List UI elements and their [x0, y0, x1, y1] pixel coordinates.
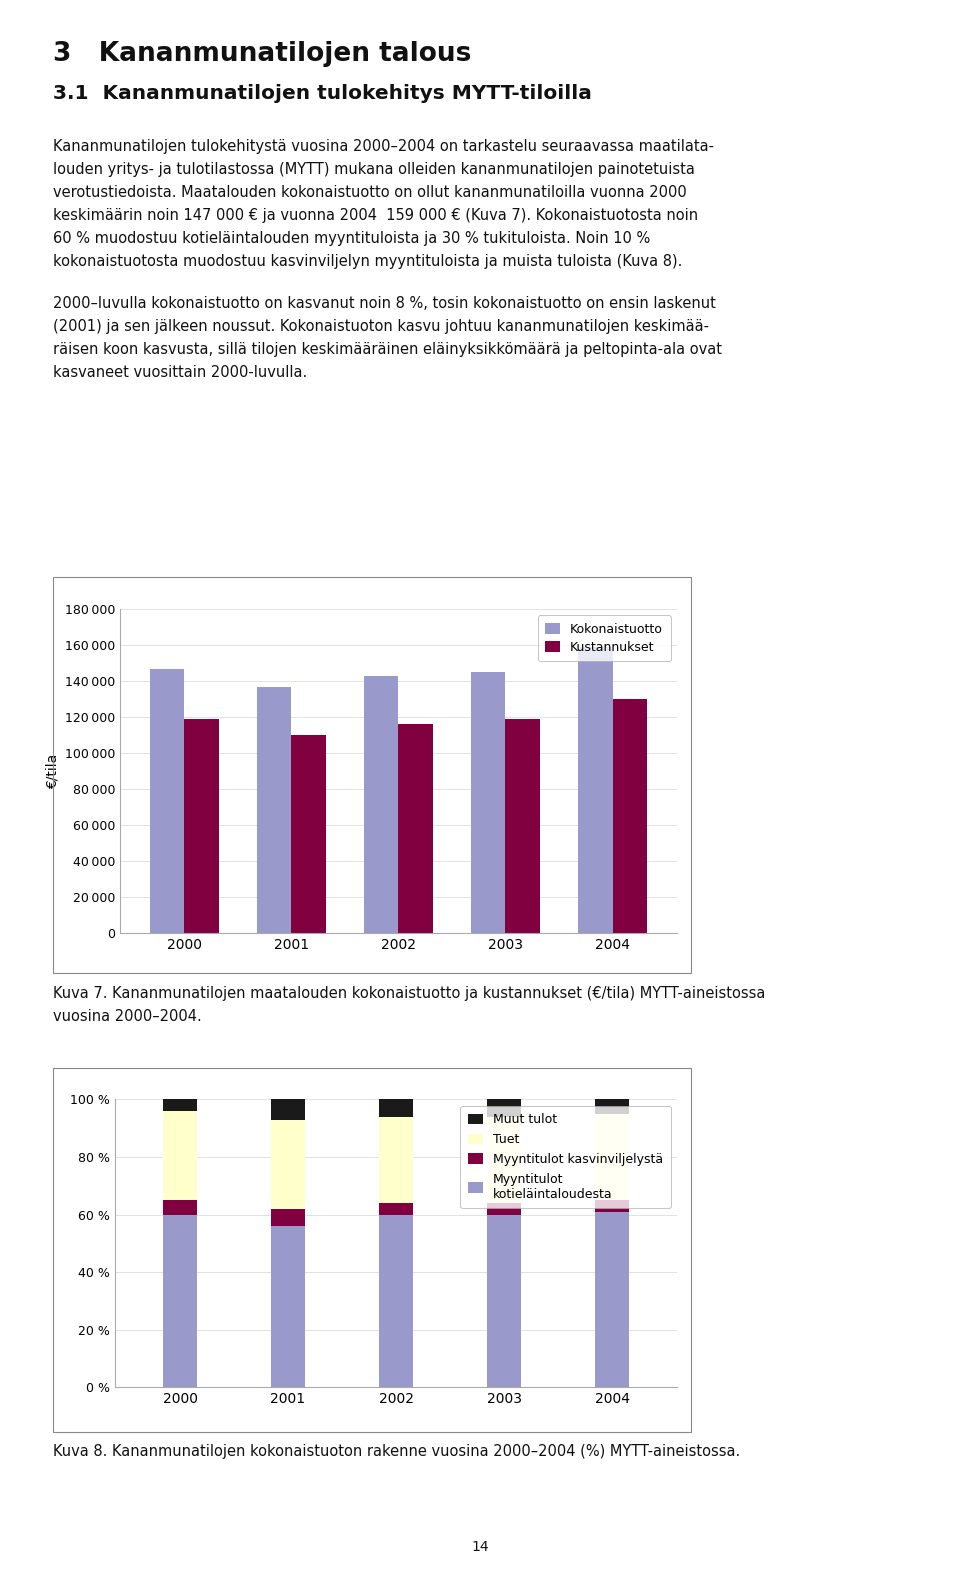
Bar [506, 718, 540, 933]
Text: louden yritys- ja tulotilastossa (MYTT) mukana olleiden kananmunatilojen painote: louden yritys- ja tulotilastossa (MYTT) … [53, 161, 695, 177]
Bar [162, 1111, 198, 1201]
Legend: Muut tulot, Tuet, Myyntitulot kasvinviljelystä, Myyntitulot
kotieläintaloudesta: Muut tulot, Tuet, Myyntitulot kasvinvilj… [461, 1106, 670, 1209]
Bar [378, 1215, 414, 1387]
Bar [184, 718, 219, 933]
Text: räisen koon kasvusta, sillä tilojen keskimääräinen eläinyksikkömäärä ja peltopin: räisen koon kasvusta, sillä tilojen kesk… [53, 342, 722, 356]
Bar [271, 1226, 305, 1387]
Bar [291, 736, 325, 933]
Bar [595, 1114, 630, 1201]
Bar [487, 1099, 521, 1117]
Text: Kuva 7. Kananmunatilojen maatalouden kokonaistuotto ja kustannukset (€/tila) MYT: Kuva 7. Kananmunatilojen maatalouden kok… [53, 986, 765, 1000]
Bar [162, 1099, 198, 1111]
Bar [378, 1099, 414, 1117]
Bar [150, 669, 184, 933]
Bar [487, 1204, 521, 1215]
Bar [271, 1120, 305, 1209]
Bar [271, 1099, 305, 1120]
Legend: Kokonaistuotto, Kustannukset: Kokonaistuotto, Kustannukset [538, 615, 670, 661]
Bar [378, 1204, 414, 1215]
Text: Kuva 8. Kananmunatilojen kokonaistuoton rakenne vuosina 2000–2004 (%) MYTT-ainei: Kuva 8. Kananmunatilojen kokonaistuoton … [53, 1444, 740, 1459]
Bar [471, 672, 506, 933]
Bar [378, 1117, 414, 1204]
Text: 2000–luvulla kokonaistuotto on kasvanut noin 8 %, tosin kokonaistuotto on ensin : 2000–luvulla kokonaistuotto on kasvanut … [53, 296, 715, 310]
Bar [364, 676, 398, 933]
Text: 60 % muodostuu kotieläintalouden myyntituloista ja 30 % tukituloista. Noin 10 %: 60 % muodostuu kotieläintalouden myyntit… [53, 231, 650, 245]
Text: keskimäärin noin 147 000 € ja vuonna 2004  159 000 € (Kuva 7). Kokonaistuotosta : keskimäärin noin 147 000 € ja vuonna 200… [53, 207, 698, 223]
Bar [398, 725, 433, 933]
Bar [162, 1215, 198, 1387]
Bar [162, 1201, 198, 1215]
Text: vuosina 2000–2004.: vuosina 2000–2004. [53, 1009, 202, 1024]
Bar [271, 1209, 305, 1226]
Text: Kananmunatilojen tulokehitystä vuosina 2000–2004 on tarkastelu seuraavassa maati: Kananmunatilojen tulokehitystä vuosina 2… [53, 139, 714, 153]
Text: 3   Kananmunatilojen talous: 3 Kananmunatilojen talous [53, 41, 471, 66]
Bar [595, 1099, 630, 1114]
Bar [487, 1117, 521, 1204]
Text: kasvaneet vuosittain 2000-luvulla.: kasvaneet vuosittain 2000-luvulla. [53, 364, 307, 380]
Bar [595, 1212, 630, 1387]
Text: kokonaistuotosta muodostuu kasvinviljelyn myyntituloista ja muista tuloista (Kuv: kokonaistuotosta muodostuu kasvinviljely… [53, 253, 683, 269]
Bar [487, 1215, 521, 1387]
Bar [612, 699, 647, 933]
Bar [578, 647, 612, 933]
Text: (2001) ja sen jälkeen noussut. Kokonaistuoton kasvu johtuu kananmunatilojen kesk: (2001) ja sen jälkeen noussut. Kokonaist… [53, 318, 708, 334]
Bar [595, 1201, 630, 1212]
Text: 14: 14 [471, 1539, 489, 1554]
Y-axis label: €/tila: €/tila [45, 753, 60, 789]
Text: verotustiedoista. Maatalouden kokonaistuotto on ollut kananmunatiloilla vuonna 2: verotustiedoista. Maatalouden kokonaistu… [53, 185, 686, 199]
Bar [257, 687, 291, 933]
Text: 3.1  Kananmunatilojen tulokehitys MYTT-tiloilla: 3.1 Kananmunatilojen tulokehitys MYTT-ti… [53, 84, 591, 103]
